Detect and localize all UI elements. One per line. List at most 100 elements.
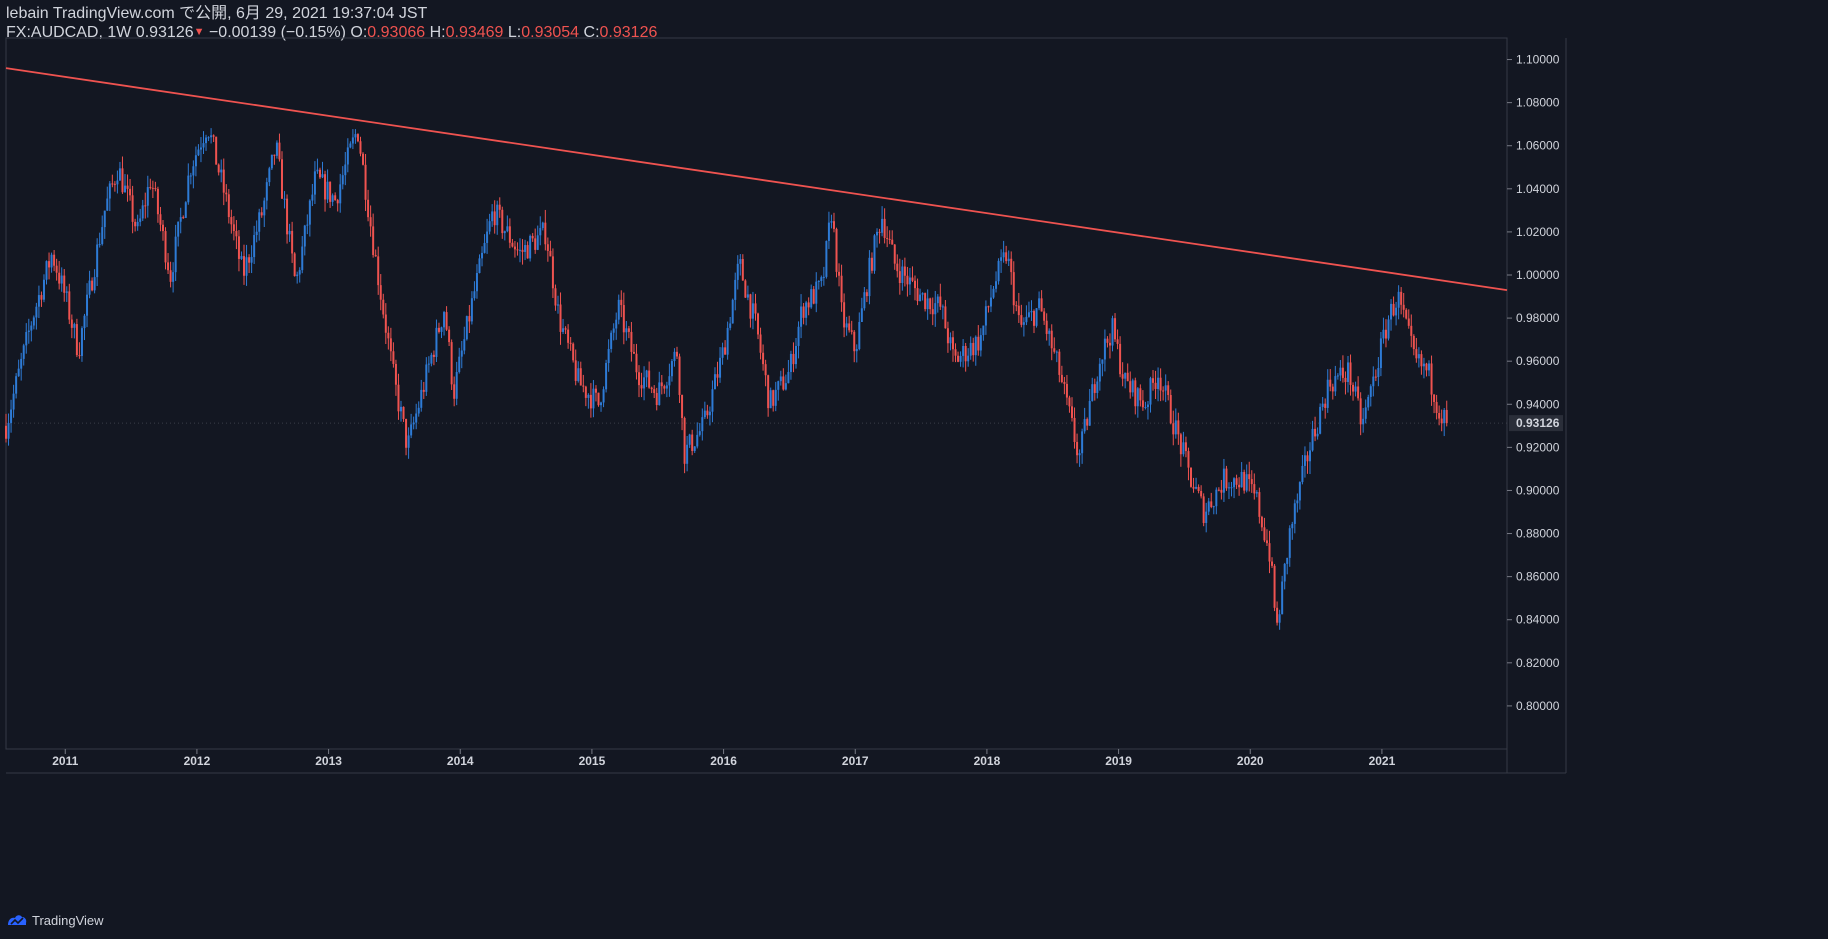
y-tick-label: 0.84000: [1516, 613, 1560, 627]
y-tick-label: 1.08000: [1516, 96, 1560, 110]
candle-body: [534, 238, 537, 250]
x-tick-label: 2016: [710, 754, 737, 768]
y-tick-label: 0.92000: [1516, 440, 1560, 454]
candle-body: [1238, 484, 1241, 488]
candle-body: [1435, 401, 1438, 413]
high-value: 0.93469: [445, 24, 504, 41]
candle-body: [820, 277, 823, 282]
candle-body: [957, 355, 960, 362]
y-tick-label: 0.88000: [1516, 527, 1560, 541]
candle-body: [901, 266, 904, 284]
candle-body: [987, 306, 990, 308]
candle-body: [526, 245, 529, 259]
candle-body: [607, 348, 610, 363]
candle-body: [113, 183, 116, 185]
candle-body: [997, 260, 1000, 282]
candle-body: [379, 285, 382, 300]
candle-body: [377, 256, 380, 286]
price-axis[interactable]: 1.10000 1.08000 1.06000 1.04000 1.02000 1.000…: [1507, 53, 1563, 713]
candle-body: [63, 275, 66, 293]
candle-body: [693, 446, 696, 451]
candle-body: [911, 277, 914, 281]
candle-body: [1303, 455, 1306, 466]
candle-body: [698, 431, 701, 435]
candle-body: [883, 218, 886, 238]
down-arrow-icon: ▼: [193, 26, 205, 38]
candle-body: [1316, 433, 1319, 437]
candle-body: [1387, 319, 1390, 339]
candle-body: [1367, 396, 1370, 408]
candle-body: [610, 332, 613, 349]
candle-body: [75, 324, 78, 356]
candle-body: [243, 256, 246, 276]
candle-body: [1124, 372, 1127, 379]
candle-body: [1050, 330, 1053, 349]
tradingview-logo-icon[interactable]: [6, 913, 28, 927]
candle-body: [764, 364, 767, 376]
candle-body: [513, 246, 516, 250]
candle-body: [10, 409, 13, 423]
candle-body: [556, 304, 559, 306]
candle-body: [245, 257, 248, 276]
candle-body: [1410, 325, 1413, 336]
candle-body: [1225, 468, 1228, 489]
candle-body: [1159, 377, 1162, 391]
candle-body: [1286, 557, 1289, 564]
candle-body: [161, 224, 164, 232]
y-tick-label: 0.96000: [1516, 354, 1560, 368]
candle-body: [858, 321, 861, 350]
candle-body: [592, 388, 595, 409]
candle-body: [1428, 363, 1431, 371]
candle-body: [258, 212, 261, 232]
candle-body: [448, 329, 451, 343]
candle-body: [941, 306, 944, 308]
candle-body: [759, 334, 762, 353]
candle-body: [795, 345, 797, 365]
candle-body: [1190, 467, 1192, 487]
candle-body: [1362, 418, 1365, 425]
candle-body: [1212, 506, 1215, 508]
candle-body: [896, 263, 899, 272]
chart-header: lebain TradingView.com で公開, 6月 29, 2021 …: [6, 5, 657, 41]
candle-body: [850, 330, 853, 332]
candle-body: [906, 275, 909, 285]
candle-body: [131, 195, 134, 222]
candle-body: [116, 180, 119, 185]
candle-body: [1339, 367, 1342, 376]
candle-body: [769, 390, 772, 409]
candle-body: [288, 230, 291, 235]
resistance-trendline[interactable]: [5, 67, 1508, 291]
candle-body: [1390, 303, 1393, 320]
candle-body: [362, 153, 365, 165]
trendline-layer[interactable]: [5, 67, 1508, 291]
candle-body: [876, 231, 879, 236]
candle-body: [868, 257, 871, 297]
candle-body: [830, 221, 833, 223]
candle-body: [405, 418, 408, 448]
x-tick-label: 2012: [184, 754, 211, 768]
candle-body: [1382, 329, 1385, 339]
candle-body: [1217, 489, 1220, 491]
candle-body: [397, 384, 400, 412]
candle-body: [1372, 376, 1375, 387]
candle-body: [1235, 478, 1238, 485]
candle-body: [977, 336, 980, 351]
candle-body: [1040, 298, 1043, 312]
candle-body: [567, 329, 570, 343]
candle-body: [121, 168, 124, 193]
candle-body: [389, 338, 392, 352]
candle-body: [275, 142, 278, 156]
candle-body: [470, 298, 473, 322]
candle-body: [855, 349, 858, 352]
candle-body: [658, 382, 661, 406]
time-axis[interactable]: 2011 2012 2013 2014 2015 2016 2017 2018 2019 2020…: [52, 749, 1396, 768]
candle-body: [951, 337, 954, 350]
candle-body: [579, 368, 582, 386]
candle-body: [539, 228, 542, 236]
candle-body: [70, 319, 73, 328]
candle-body: [235, 230, 238, 237]
candle-body: [227, 194, 230, 218]
grid-layer: [5, 37, 1567, 774]
candle-body: [782, 376, 785, 390]
